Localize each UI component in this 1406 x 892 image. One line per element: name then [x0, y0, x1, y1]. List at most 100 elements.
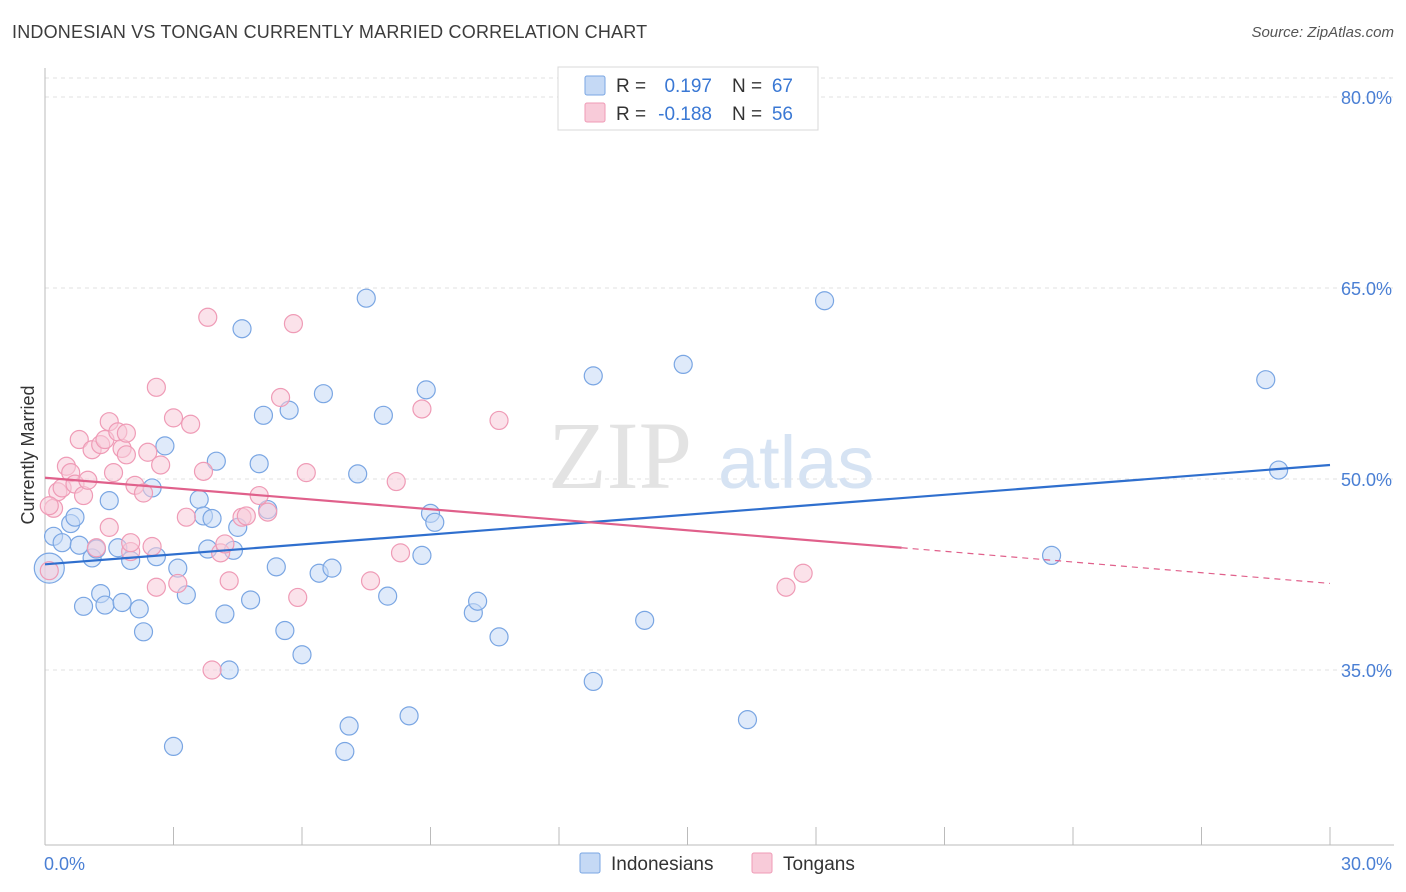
data-point-indonesians — [206, 451, 226, 471]
data-point-tongans — [181, 414, 201, 434]
watermark-zip: ZIP — [548, 402, 692, 509]
data-point-indonesians — [1256, 370, 1276, 390]
data-point-indonesians — [322, 558, 342, 578]
data-point-indonesians — [373, 405, 393, 425]
series-legend-label-tongans: Tongans — [783, 854, 855, 875]
data-point-indonesians — [133, 622, 154, 642]
data-point-indonesians — [189, 489, 209, 509]
series-legend-swatch-indonesians — [579, 852, 601, 874]
data-point-indonesians — [215, 604, 235, 624]
data-point-indonesians — [275, 620, 295, 641]
legend-swatch-indonesians — [584, 75, 606, 96]
data-point-tongans — [202, 660, 222, 680]
data-point-tongans — [288, 587, 308, 608]
data-point-indonesians — [489, 627, 509, 647]
data-point-tongans — [296, 463, 316, 483]
data-point-indonesians — [253, 405, 274, 425]
data-point-indonesians — [399, 706, 419, 726]
y-tick-labels: 35.0% 50.0% 65.0% 80.0% — [1341, 88, 1392, 681]
legend-r-value-1: 0.197 — [664, 76, 712, 97]
data-point-indonesians — [73, 596, 94, 616]
data-point-indonesians — [202, 508, 222, 529]
data-point-indonesians — [339, 716, 359, 736]
data-point-tongans — [39, 496, 59, 516]
legend-n-value-1: 67 — [772, 76, 793, 97]
series-legend-label-indonesians: Indonesians — [611, 854, 713, 875]
data-point-indonesians — [112, 592, 132, 613]
x-tick-labels: 0.0% 30.0% — [44, 854, 1392, 874]
data-point-indonesians — [635, 610, 655, 630]
data-point-indonesians — [99, 491, 119, 511]
trend-line-indonesians — [44, 463, 1331, 566]
y-tick-label: 35.0% — [1341, 661, 1392, 681]
data-point-tongans — [283, 314, 304, 334]
data-point-indonesians — [814, 291, 835, 311]
chart-title: INDONESIAN VS TONGAN CURRENTLY MARRIED C… — [12, 22, 648, 42]
y-axis-title: Currently Married — [18, 385, 38, 524]
y-tick-label: 80.0% — [1341, 88, 1392, 108]
data-point-indonesians — [95, 595, 115, 615]
chart-source: Source: ZipAtlas.com — [1251, 24, 1394, 41]
data-point-indonesians — [155, 436, 175, 456]
y-tick-label: 50.0% — [1341, 470, 1392, 490]
data-point-indonesians — [163, 736, 184, 757]
trend-layer — [44, 463, 1331, 585]
data-point-tongans — [146, 577, 166, 597]
data-point-tongans — [121, 533, 141, 553]
data-point-tongans — [151, 455, 171, 475]
x-tick-label: 30.0% — [1341, 854, 1392, 874]
data-point-indonesians — [416, 380, 436, 400]
data-point-tongans — [168, 573, 188, 594]
data-point-tongans — [193, 461, 214, 481]
data-point-tongans — [219, 571, 239, 591]
data-point-tongans — [142, 536, 162, 557]
series-tongans — [39, 307, 813, 680]
data-point-tongans — [99, 517, 119, 537]
data-point-indonesians — [583, 366, 603, 386]
data-point-tongans — [390, 543, 411, 563]
series-legend-swatch-tongans — [751, 852, 773, 874]
data-point-indonesians — [425, 512, 445, 532]
data-point-tongans — [86, 538, 107, 558]
series-layer — [33, 288, 1289, 762]
data-point-indonesians — [737, 710, 758, 730]
legend-r-value-2: -0.188 — [658, 104, 712, 125]
data-point-indonesians — [356, 288, 376, 308]
data-point-tongans — [776, 577, 796, 597]
x-tick-label: 0.0% — [44, 854, 85, 874]
data-point-indonesians — [412, 545, 432, 566]
data-point-indonesians — [1041, 545, 1062, 566]
data-point-tongans — [69, 429, 89, 450]
data-point-indonesians — [292, 645, 312, 665]
data-point-indonesians — [129, 599, 149, 619]
legend-n-value-2: 56 — [772, 104, 793, 125]
data-point-tongans — [133, 483, 154, 503]
trend-line-tongans — [44, 476, 902, 549]
axes — [44, 68, 1394, 846]
data-point-indonesians — [232, 319, 252, 339]
data-point-tongans — [236, 506, 256, 526]
data-point-tongans — [198, 307, 218, 327]
data-point-tongans — [412, 399, 432, 419]
legend-r-label-2: R = — [616, 104, 646, 125]
data-point-tongans — [258, 502, 278, 522]
watermark: ZIP atlas — [548, 402, 874, 509]
legend-n-label-2: N = — [732, 104, 762, 125]
data-point-tongans — [138, 442, 158, 462]
data-point-tongans — [116, 445, 136, 465]
data-point-indonesians — [241, 590, 261, 610]
data-point-tongans — [793, 563, 813, 583]
data-point-indonesians — [583, 671, 603, 692]
trend-line-extension-tongans — [901, 547, 1331, 585]
data-point-indonesians — [65, 507, 85, 527]
series-indonesians — [33, 288, 1289, 762]
data-point-tongans — [116, 423, 136, 443]
data-point-tongans — [146, 377, 166, 397]
data-point-indonesians — [335, 741, 355, 762]
data-point-tongans — [360, 571, 381, 591]
data-point-tongans — [270, 387, 291, 408]
legend-n-label-1: N = — [732, 76, 762, 97]
data-point-tongans — [489, 410, 509, 431]
y-tick-label: 65.0% — [1341, 279, 1392, 299]
